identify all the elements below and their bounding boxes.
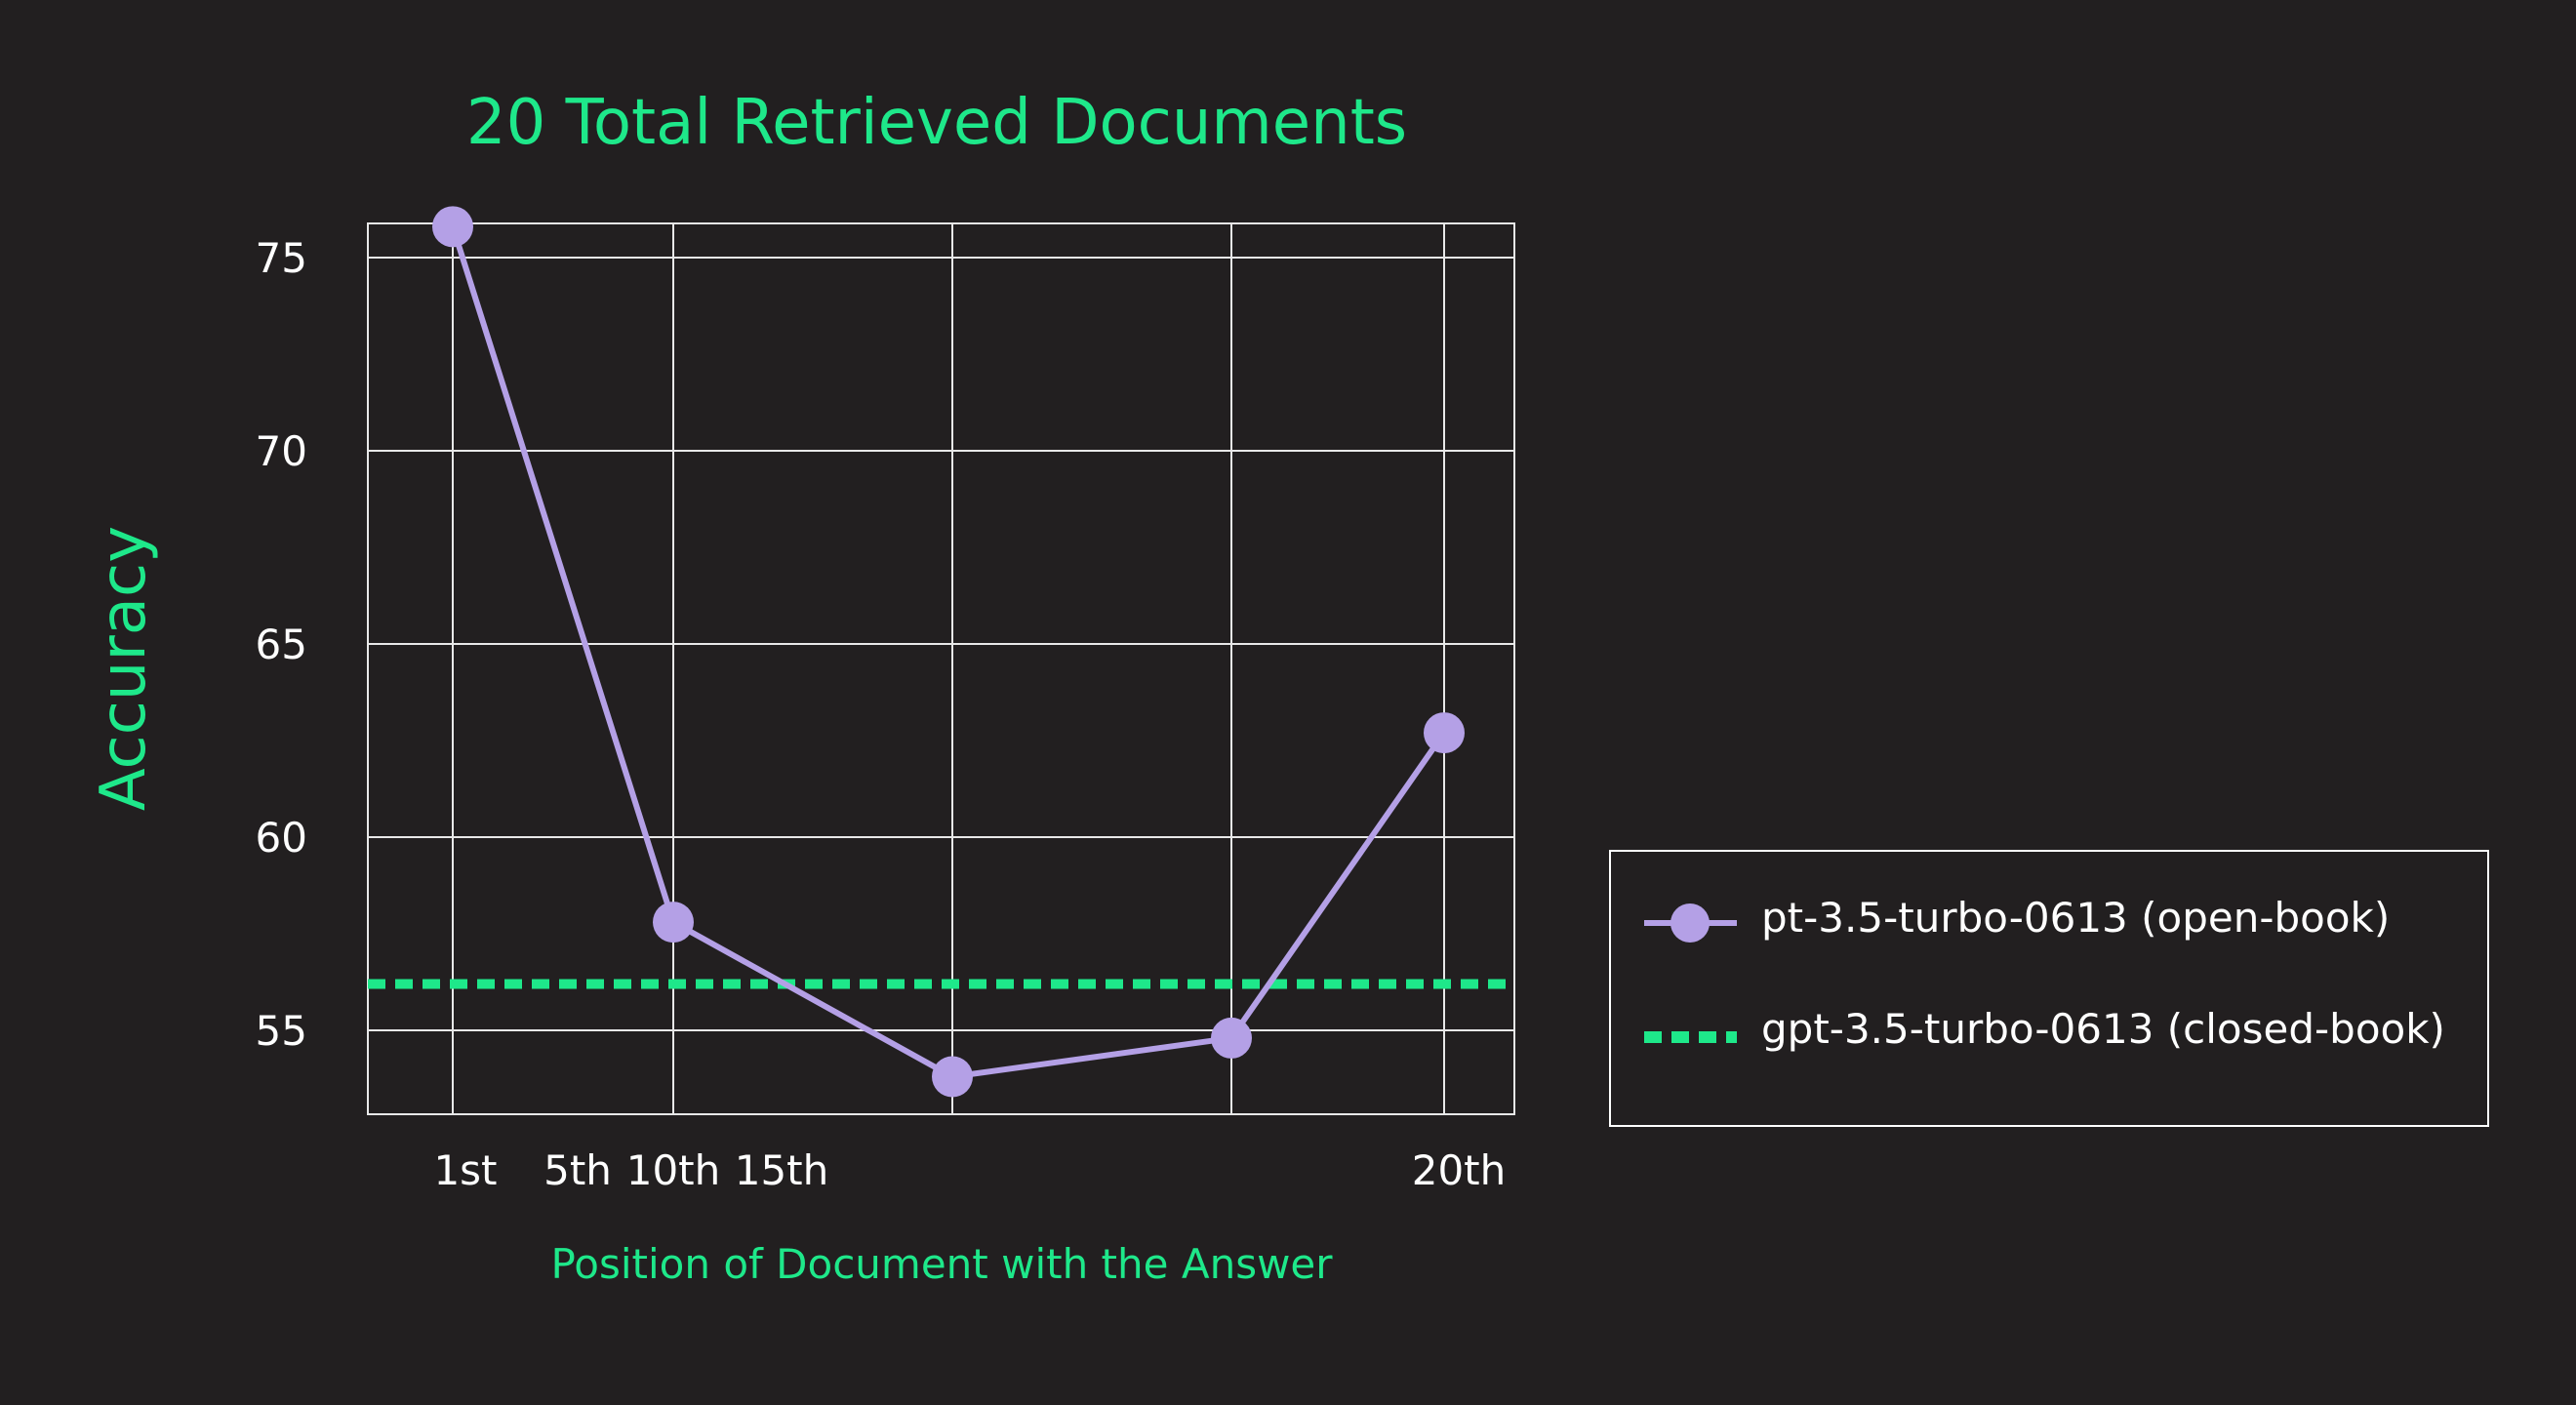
legend-open-book-label: pt-3.5-turbo-0613 (open-book) xyxy=(1761,894,2390,942)
legend-open-book-marker xyxy=(1670,903,1710,943)
open-book-point xyxy=(653,902,694,943)
x-tick-label: 20th xyxy=(1412,1146,1507,1194)
y-tick-label: 55 xyxy=(256,1007,307,1055)
x-tick-label: 10th xyxy=(626,1146,721,1194)
x-tick-label: 5th xyxy=(543,1146,612,1194)
open-book-point xyxy=(1211,1017,1252,1059)
open-book-line xyxy=(450,225,1447,1080)
legend-box xyxy=(1609,850,2489,1127)
legend: pt-3.5-turbo-0613 (open-book) gpt-3.5-tu… xyxy=(1609,850,2489,1127)
plot-frame xyxy=(367,222,1515,1115)
y-tick-label: 75 xyxy=(256,234,307,282)
open-book-point xyxy=(932,1056,973,1098)
plot-area: 55 60 65 70 75 1st 5th 10th 15th 20th xyxy=(256,206,1515,1194)
open-book-point xyxy=(1424,712,1465,754)
legend-closed-book-label: gpt-3.5-turbo-0613 (closed-book) xyxy=(1761,1005,2445,1053)
y-axis-label: Accuracy xyxy=(88,526,160,811)
x-axis-label: Position of Document with the Answer xyxy=(550,1240,1333,1288)
y-tick-label: 60 xyxy=(256,814,307,862)
x-tick-label: 15th xyxy=(735,1146,829,1194)
y-tick-label: 70 xyxy=(256,427,307,475)
open-book-point xyxy=(432,206,473,248)
x-tick-label: 1st xyxy=(433,1146,497,1194)
chart-title: 20 Total Retrieved Documents xyxy=(466,87,1407,159)
y-tick-label: 65 xyxy=(256,621,307,668)
